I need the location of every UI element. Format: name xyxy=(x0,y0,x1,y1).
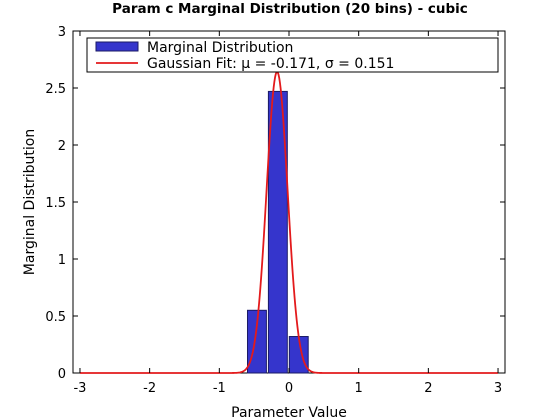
y-tick-label: 1.5 xyxy=(45,196,66,211)
x-tick-label: -2 xyxy=(143,381,156,396)
legend-entry-histogram: Marginal Distribution xyxy=(147,40,293,56)
x-tick-label: 0 xyxy=(285,381,293,396)
x-tick-label: 1 xyxy=(355,381,363,396)
legend-box xyxy=(86,37,499,73)
gaussian-fit-line xyxy=(79,70,499,374)
chart-title: Param c Marginal Distribution (20 bins) … xyxy=(112,1,468,17)
x-tick-label: 2 xyxy=(424,381,432,396)
x-tick-label: -3 xyxy=(73,381,86,396)
y-axis-ticks: 0 0.5 1 1.5 2 2.5 3 xyxy=(45,25,505,382)
y-tick-label: 0 xyxy=(58,367,66,382)
y-axis-label: Marginal Distribution xyxy=(22,129,38,275)
y-tick-label: 2.5 xyxy=(45,82,66,97)
legend: Marginal Distribution Gaussian Fit: μ = … xyxy=(86,37,499,73)
x-axis-ticks: -3 -2 -1 0 1 2 3 xyxy=(73,31,502,396)
x-tick-label: -1 xyxy=(213,381,226,396)
histogram-bar xyxy=(267,90,288,374)
y-tick-label: 2 xyxy=(58,139,66,154)
legend-bar-swatch xyxy=(95,41,139,52)
legend-entry-gaussian-fit: Gaussian Fit: μ = -0.171, σ = 0.151 xyxy=(147,56,394,72)
x-axis-label: Parameter Value xyxy=(231,405,347,420)
y-tick-label: 0.5 xyxy=(45,310,66,325)
y-tick-label: 1 xyxy=(58,253,66,268)
y-tick-label: 3 xyxy=(58,25,66,40)
x-tick-label: 3 xyxy=(494,381,502,396)
